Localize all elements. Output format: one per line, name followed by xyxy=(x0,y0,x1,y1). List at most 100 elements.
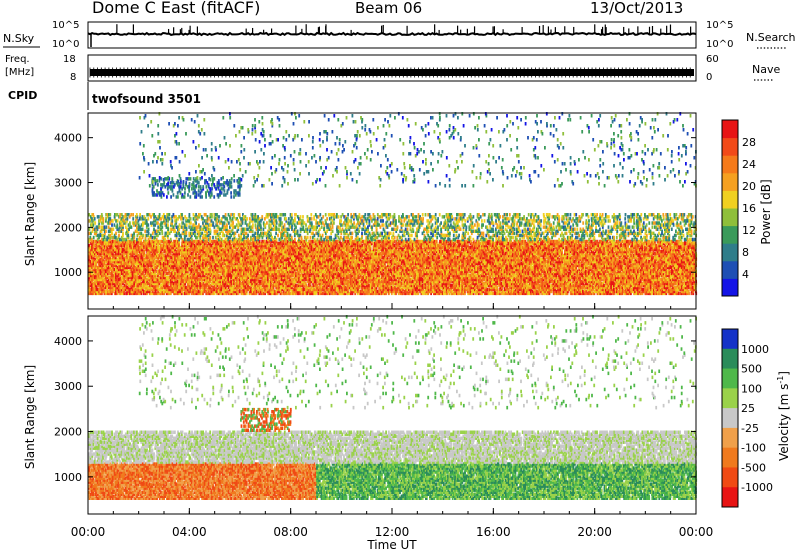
power-cell xyxy=(143,243,146,248)
power-cell xyxy=(127,255,130,260)
power-cell xyxy=(236,253,239,258)
power-cell xyxy=(182,253,185,258)
power-cell xyxy=(151,273,154,278)
power-cell xyxy=(103,259,106,264)
power-cell xyxy=(128,239,131,244)
power-cell xyxy=(134,267,137,272)
power-cell xyxy=(178,269,181,274)
power-cell xyxy=(98,253,100,258)
power-cell xyxy=(89,245,92,250)
power-cell xyxy=(169,287,172,292)
power-cell xyxy=(116,291,119,296)
power-cell xyxy=(214,247,217,252)
power-cell xyxy=(189,283,192,288)
power-cell xyxy=(102,253,105,258)
power-cell xyxy=(185,257,188,262)
power-cell xyxy=(221,265,224,270)
power-cell xyxy=(236,255,239,260)
power-cell xyxy=(208,241,210,246)
power-cell xyxy=(96,245,99,250)
power-cell xyxy=(116,265,119,270)
power-cell xyxy=(101,257,103,262)
power-cell xyxy=(92,243,95,248)
power-cell xyxy=(154,283,157,288)
power-cell xyxy=(117,251,120,256)
power-cell xyxy=(117,269,120,274)
power-cell xyxy=(123,277,125,282)
power-cell xyxy=(208,281,210,286)
power-cell xyxy=(154,273,156,278)
power-cell xyxy=(184,281,186,286)
power-cell xyxy=(208,245,210,250)
power-cell xyxy=(114,261,117,266)
power-cell xyxy=(226,259,228,264)
power-cell xyxy=(141,241,144,246)
power-cell xyxy=(188,275,190,280)
power-cell xyxy=(219,279,222,284)
power-cell xyxy=(233,241,236,246)
power-cell xyxy=(107,291,109,296)
power-cell xyxy=(130,241,133,246)
power-cell xyxy=(212,261,215,266)
power-cell xyxy=(154,247,157,252)
power-cell xyxy=(109,257,112,262)
power-cell xyxy=(133,273,136,278)
power-cell xyxy=(113,241,116,246)
power-cell xyxy=(204,275,206,280)
power-cell xyxy=(123,259,126,264)
power-cell xyxy=(161,261,163,266)
power-cell xyxy=(142,289,145,294)
power-cell xyxy=(222,273,225,278)
power-cell xyxy=(196,273,199,278)
power-cell xyxy=(151,291,154,296)
power-cell xyxy=(191,259,193,264)
power-cell xyxy=(219,249,222,254)
power-cell xyxy=(190,243,193,248)
power-cell xyxy=(119,291,121,296)
power-cell xyxy=(160,243,162,248)
power-cell xyxy=(230,247,232,252)
power-cell xyxy=(107,271,109,276)
power-cell xyxy=(154,243,157,248)
power-cell xyxy=(195,285,197,290)
power-cell xyxy=(155,263,158,268)
power-cell xyxy=(237,255,240,260)
power-cell xyxy=(175,271,178,276)
power-cell xyxy=(139,279,141,284)
power-cell xyxy=(109,265,112,270)
power-cell xyxy=(175,245,178,250)
power-cell xyxy=(119,271,122,276)
power-cell xyxy=(205,279,207,284)
power-cell xyxy=(102,245,105,250)
power-cell xyxy=(94,275,96,280)
power-cell xyxy=(237,273,240,278)
power-cell xyxy=(142,269,144,274)
power-cell xyxy=(211,267,214,272)
power-cell xyxy=(168,243,171,248)
power-cell xyxy=(216,291,218,296)
power-cell xyxy=(181,241,183,246)
power-cell xyxy=(171,267,174,272)
power-cell xyxy=(137,271,140,276)
power-cell xyxy=(101,289,103,294)
power-cell xyxy=(235,257,238,262)
power-cell xyxy=(220,257,223,262)
power-cell xyxy=(340,241,342,246)
power-cell xyxy=(185,285,187,290)
power-cell xyxy=(175,287,178,292)
power-cell xyxy=(98,257,100,262)
power-cell xyxy=(233,249,236,254)
power-cell xyxy=(167,247,169,252)
power-cell xyxy=(95,277,98,282)
power-cell xyxy=(132,285,134,290)
power-cell xyxy=(200,245,203,250)
power-cell xyxy=(110,251,113,256)
power-cell xyxy=(175,239,178,244)
power-cell xyxy=(167,281,170,286)
power-cell xyxy=(160,265,163,270)
power-cell xyxy=(151,285,154,290)
power-cell xyxy=(212,245,214,250)
power-cell xyxy=(158,249,161,254)
power-cell xyxy=(168,259,171,264)
power-cell xyxy=(102,241,105,246)
